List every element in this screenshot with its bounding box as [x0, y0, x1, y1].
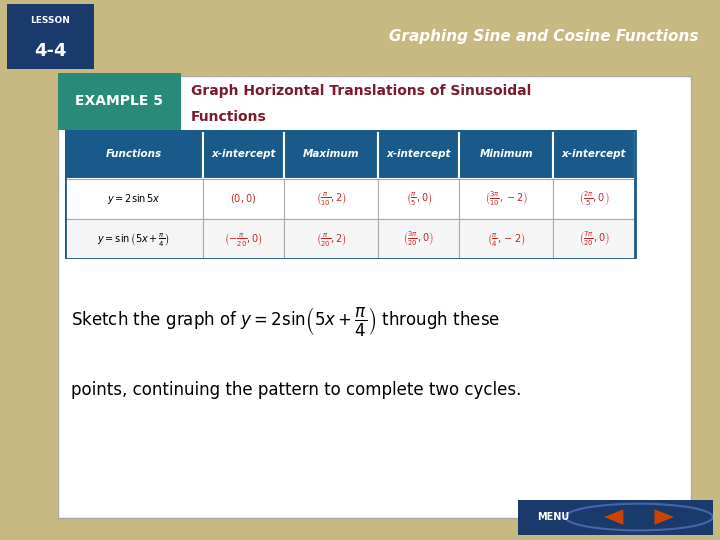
Polygon shape — [654, 509, 674, 525]
Bar — [378, 130, 459, 179]
Text: Graph Horizontal Translations of Sinusoidal: Graph Horizontal Translations of Sinusoi… — [191, 84, 531, 98]
Text: $y = \sin\left(5x + \frac{\pi}{4}\right)$: $y = \sin\left(5x + \frac{\pi}{4}\right)… — [97, 231, 170, 248]
Text: MENU: MENU — [537, 512, 570, 522]
Text: LESSON: LESSON — [30, 16, 71, 25]
Bar — [378, 179, 459, 219]
Bar — [202, 130, 284, 179]
Bar — [65, 130, 202, 179]
Polygon shape — [600, 508, 619, 526]
Text: $\left(\frac{2\pi}{5}, 0\right)$: $\left(\frac{2\pi}{5}, 0\right)$ — [579, 190, 609, 208]
Bar — [459, 179, 554, 219]
Bar — [378, 219, 459, 259]
Bar — [554, 179, 635, 219]
Text: x-intercept: x-intercept — [387, 149, 451, 159]
Text: $\left(-\frac{\pi}{20}, 0\right)$: $\left(-\frac{\pi}{20}, 0\right)$ — [224, 231, 263, 248]
FancyBboxPatch shape — [58, 73, 181, 130]
Bar — [459, 219, 554, 259]
Text: $(0, 0)$: $(0, 0)$ — [230, 192, 256, 205]
FancyBboxPatch shape — [508, 498, 720, 536]
Text: Functions: Functions — [191, 110, 266, 124]
Bar — [284, 130, 378, 179]
Text: $\left(\frac{\pi}{4}, -2\right)$: $\left(\frac{\pi}{4}, -2\right)$ — [487, 231, 526, 248]
Bar — [554, 130, 635, 179]
Bar — [202, 219, 284, 259]
Text: Minimum: Minimum — [480, 149, 534, 159]
Polygon shape — [604, 509, 624, 525]
Text: $\left(\frac{7\pi}{20}, 0\right)$: $\left(\frac{7\pi}{20}, 0\right)$ — [579, 230, 610, 248]
Text: x-intercept: x-intercept — [562, 149, 626, 159]
FancyBboxPatch shape — [58, 76, 691, 518]
Bar — [284, 179, 378, 219]
Bar — [65, 219, 202, 259]
Text: $\left(\frac{\pi}{5}, 0\right)$: $\left(\frac{\pi}{5}, 0\right)$ — [405, 191, 432, 207]
Text: $\left(\frac{\pi}{20}, 2\right)$: $\left(\frac{\pi}{20}, 2\right)$ — [315, 231, 346, 248]
Bar — [459, 130, 554, 179]
Bar — [202, 179, 284, 219]
Text: Maximum: Maximum — [303, 149, 359, 159]
Text: Graphing Sine and Cosine Functions: Graphing Sine and Cosine Functions — [389, 29, 698, 44]
Text: EXAMPLE 5: EXAMPLE 5 — [75, 94, 163, 108]
Text: 4-4: 4-4 — [34, 42, 67, 60]
Text: x-intercept: x-intercept — [211, 149, 276, 159]
Bar — [65, 179, 202, 219]
Text: Functions: Functions — [106, 149, 162, 159]
Polygon shape — [658, 508, 678, 526]
Text: $y = 2\sin 5x$: $y = 2\sin 5x$ — [107, 192, 161, 206]
Text: $\left(\frac{3\pi}{10}, -2\right)$: $\left(\frac{3\pi}{10}, -2\right)$ — [485, 190, 528, 208]
Text: Sketch the graph of $y = 2\sin\!\left(5x + \dfrac{\pi}{4}\right)$ through these: Sketch the graph of $y = 2\sin\!\left(5x… — [71, 305, 500, 339]
Text: $\left(\frac{3\pi}{20}, 0\right)$: $\left(\frac{3\pi}{20}, 0\right)$ — [403, 230, 434, 248]
Bar — [554, 219, 635, 259]
Circle shape — [565, 504, 713, 530]
Text: $\left(\frac{\pi}{10}, 2\right)$: $\left(\frac{\pi}{10}, 2\right)$ — [315, 191, 346, 207]
Bar — [284, 219, 378, 259]
Text: points, continuing the pattern to complete two cycles.: points, continuing the pattern to comple… — [71, 381, 521, 399]
FancyBboxPatch shape — [7, 4, 94, 69]
